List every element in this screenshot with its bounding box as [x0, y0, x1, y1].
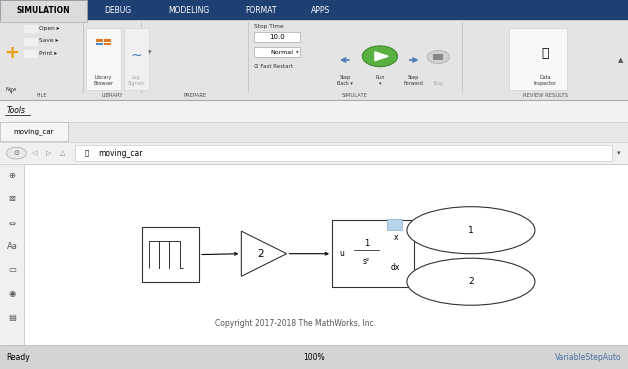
- Bar: [0, 0, 628, 20]
- Text: 📈: 📈: [541, 47, 549, 60]
- Text: ▲: ▲: [617, 57, 623, 63]
- Bar: [0, 164, 24, 345]
- Text: 100%: 100%: [303, 352, 325, 362]
- Text: PREPARE: PREPARE: [183, 93, 207, 98]
- Bar: [433, 54, 443, 60]
- Text: Tools: Tools: [6, 106, 25, 115]
- Text: Copyright 2017-2018 The MathWorks, Inc.: Copyright 2017-2018 The MathWorks, Inc.: [215, 319, 376, 328]
- Text: Step
Back ▾: Step Back ▾: [337, 75, 354, 86]
- Text: SIMULATION: SIMULATION: [16, 6, 70, 15]
- Text: ⇔: ⇔: [8, 218, 16, 227]
- Circle shape: [362, 46, 398, 67]
- Bar: [0, 345, 628, 369]
- Bar: [95, 43, 103, 45]
- Bar: [95, 39, 103, 42]
- Text: Stop: Stop: [433, 80, 444, 86]
- Text: +: +: [4, 44, 19, 62]
- Text: u: u: [339, 249, 344, 258]
- Bar: [254, 47, 300, 57]
- Text: Stop Time: Stop Time: [254, 24, 284, 30]
- Text: Save ▸: Save ▸: [39, 38, 58, 44]
- Polygon shape: [375, 52, 388, 61]
- Text: Normal: Normal: [271, 49, 293, 55]
- Text: VariableStepAuto: VariableStepAuto: [555, 352, 622, 362]
- Text: ~: ~: [131, 49, 142, 63]
- Text: SIMULATE: SIMULATE: [342, 93, 368, 98]
- Ellipse shape: [407, 258, 535, 305]
- Bar: [124, 28, 149, 90]
- Text: 2: 2: [468, 277, 474, 286]
- Text: Ready: Ready: [6, 352, 30, 362]
- Text: Aa: Aa: [6, 242, 18, 251]
- Text: LIBRARY: LIBRARY: [101, 93, 122, 98]
- Bar: [24, 50, 38, 58]
- Text: 1: 1: [364, 238, 369, 248]
- Bar: [104, 39, 111, 42]
- Circle shape: [427, 51, 450, 64]
- Text: ▤: ▤: [8, 313, 16, 322]
- Bar: [0, 142, 628, 164]
- Text: FORMAT: FORMAT: [245, 6, 277, 15]
- Text: MODELING: MODELING: [168, 6, 209, 15]
- Text: ⊕: ⊕: [8, 171, 16, 180]
- Bar: [104, 43, 111, 45]
- Text: s²: s²: [362, 257, 370, 266]
- Bar: [24, 164, 628, 345]
- Text: ▾: ▾: [10, 89, 13, 94]
- Text: ▾: ▾: [296, 49, 298, 55]
- Polygon shape: [241, 231, 286, 276]
- Bar: [75, 145, 612, 161]
- Text: FILE: FILE: [36, 93, 46, 98]
- Text: ◁: ◁: [32, 150, 37, 156]
- Text: 10.0: 10.0: [269, 34, 285, 40]
- Text: moving_car: moving_car: [14, 128, 54, 135]
- Text: 1: 1: [468, 226, 474, 235]
- Text: 2: 2: [257, 249, 264, 259]
- Text: New: New: [6, 86, 17, 92]
- Bar: [332, 220, 413, 287]
- Bar: [0, 0, 87, 22]
- Bar: [387, 219, 402, 230]
- Text: Data
Inspector: Data Inspector: [534, 75, 556, 86]
- Bar: [24, 25, 38, 33]
- Text: 🗂: 🗂: [85, 150, 89, 156]
- Text: ▾: ▾: [617, 150, 620, 156]
- Text: Print ▸: Print ▸: [39, 51, 57, 56]
- Text: dx: dx: [391, 263, 400, 272]
- Text: Library
Browser: Library Browser: [94, 75, 113, 86]
- Bar: [0, 100, 628, 122]
- Bar: [142, 227, 199, 282]
- Circle shape: [6, 147, 26, 159]
- Bar: [86, 28, 121, 90]
- Bar: [0, 122, 628, 142]
- Bar: [24, 38, 38, 46]
- Text: ▾: ▾: [148, 49, 151, 55]
- Text: x: x: [393, 233, 398, 242]
- Ellipse shape: [407, 207, 535, 254]
- Text: ◉: ◉: [8, 289, 16, 299]
- Text: Step
Forward: Step Forward: [403, 75, 423, 86]
- Text: Open ▸: Open ▸: [39, 26, 60, 31]
- Bar: [509, 28, 567, 90]
- Text: ⊙ Fast Restart: ⊙ Fast Restart: [254, 64, 293, 69]
- Text: ▷: ▷: [46, 150, 51, 156]
- Text: △: △: [60, 150, 65, 156]
- Text: ⊠: ⊠: [8, 194, 16, 203]
- Text: moving_car: moving_car: [99, 149, 143, 158]
- Text: REVIEW RESULTS: REVIEW RESULTS: [522, 93, 568, 98]
- Text: ⊙: ⊙: [13, 150, 19, 156]
- Text: APPS: APPS: [311, 6, 330, 15]
- Bar: [254, 32, 300, 42]
- Bar: [0, 122, 68, 141]
- Text: DEBUG: DEBUG: [104, 6, 132, 15]
- Bar: [0, 20, 628, 100]
- Text: Run
▾: Run ▾: [376, 75, 384, 86]
- Text: ▭: ▭: [8, 266, 16, 275]
- Text: Log
Signals: Log Signals: [127, 75, 145, 86]
